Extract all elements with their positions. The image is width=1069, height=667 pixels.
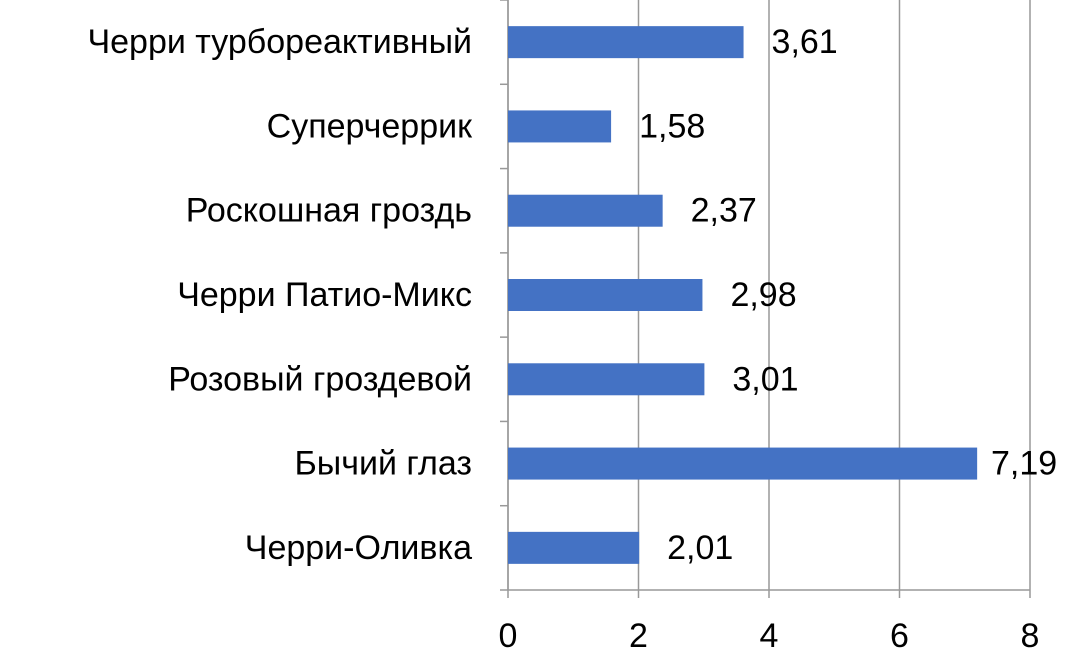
value-label: 2,98 — [730, 276, 796, 314]
value-label: 2,01 — [667, 529, 733, 567]
x-tick-label: 4 — [760, 617, 779, 655]
y-tick-label: Суперчеррик — [267, 107, 473, 145]
bar — [508, 279, 703, 311]
value-label: 2,37 — [691, 192, 757, 230]
x-tick-label: 2 — [629, 617, 648, 655]
x-tick-label: 8 — [1021, 617, 1040, 655]
y-tick-label: Черри-Оливка — [245, 529, 472, 567]
y-tick-label: Роскошная гроздь — [186, 192, 472, 230]
y-tick-label: Черри турбореактивный — [87, 23, 472, 61]
bar — [508, 531, 640, 564]
value-label: 3,61 — [772, 23, 838, 61]
x-tick-label: 6 — [890, 617, 909, 655]
value-label: 7,19 — [991, 445, 1057, 483]
bar — [508, 363, 705, 396]
bar — [508, 26, 744, 59]
bar — [508, 110, 612, 143]
value-label: 3,01 — [732, 360, 798, 398]
y-tick-label: Розовый гроздевой — [168, 360, 472, 398]
bar — [508, 447, 978, 480]
y-tick-label: Бычий глаз — [294, 445, 472, 483]
x-tick-label: 0 — [499, 617, 518, 655]
bar — [508, 194, 663, 227]
value-label: 1,58 — [639, 107, 705, 145]
y-tick-label: Черри Патио-Микс — [177, 276, 472, 314]
